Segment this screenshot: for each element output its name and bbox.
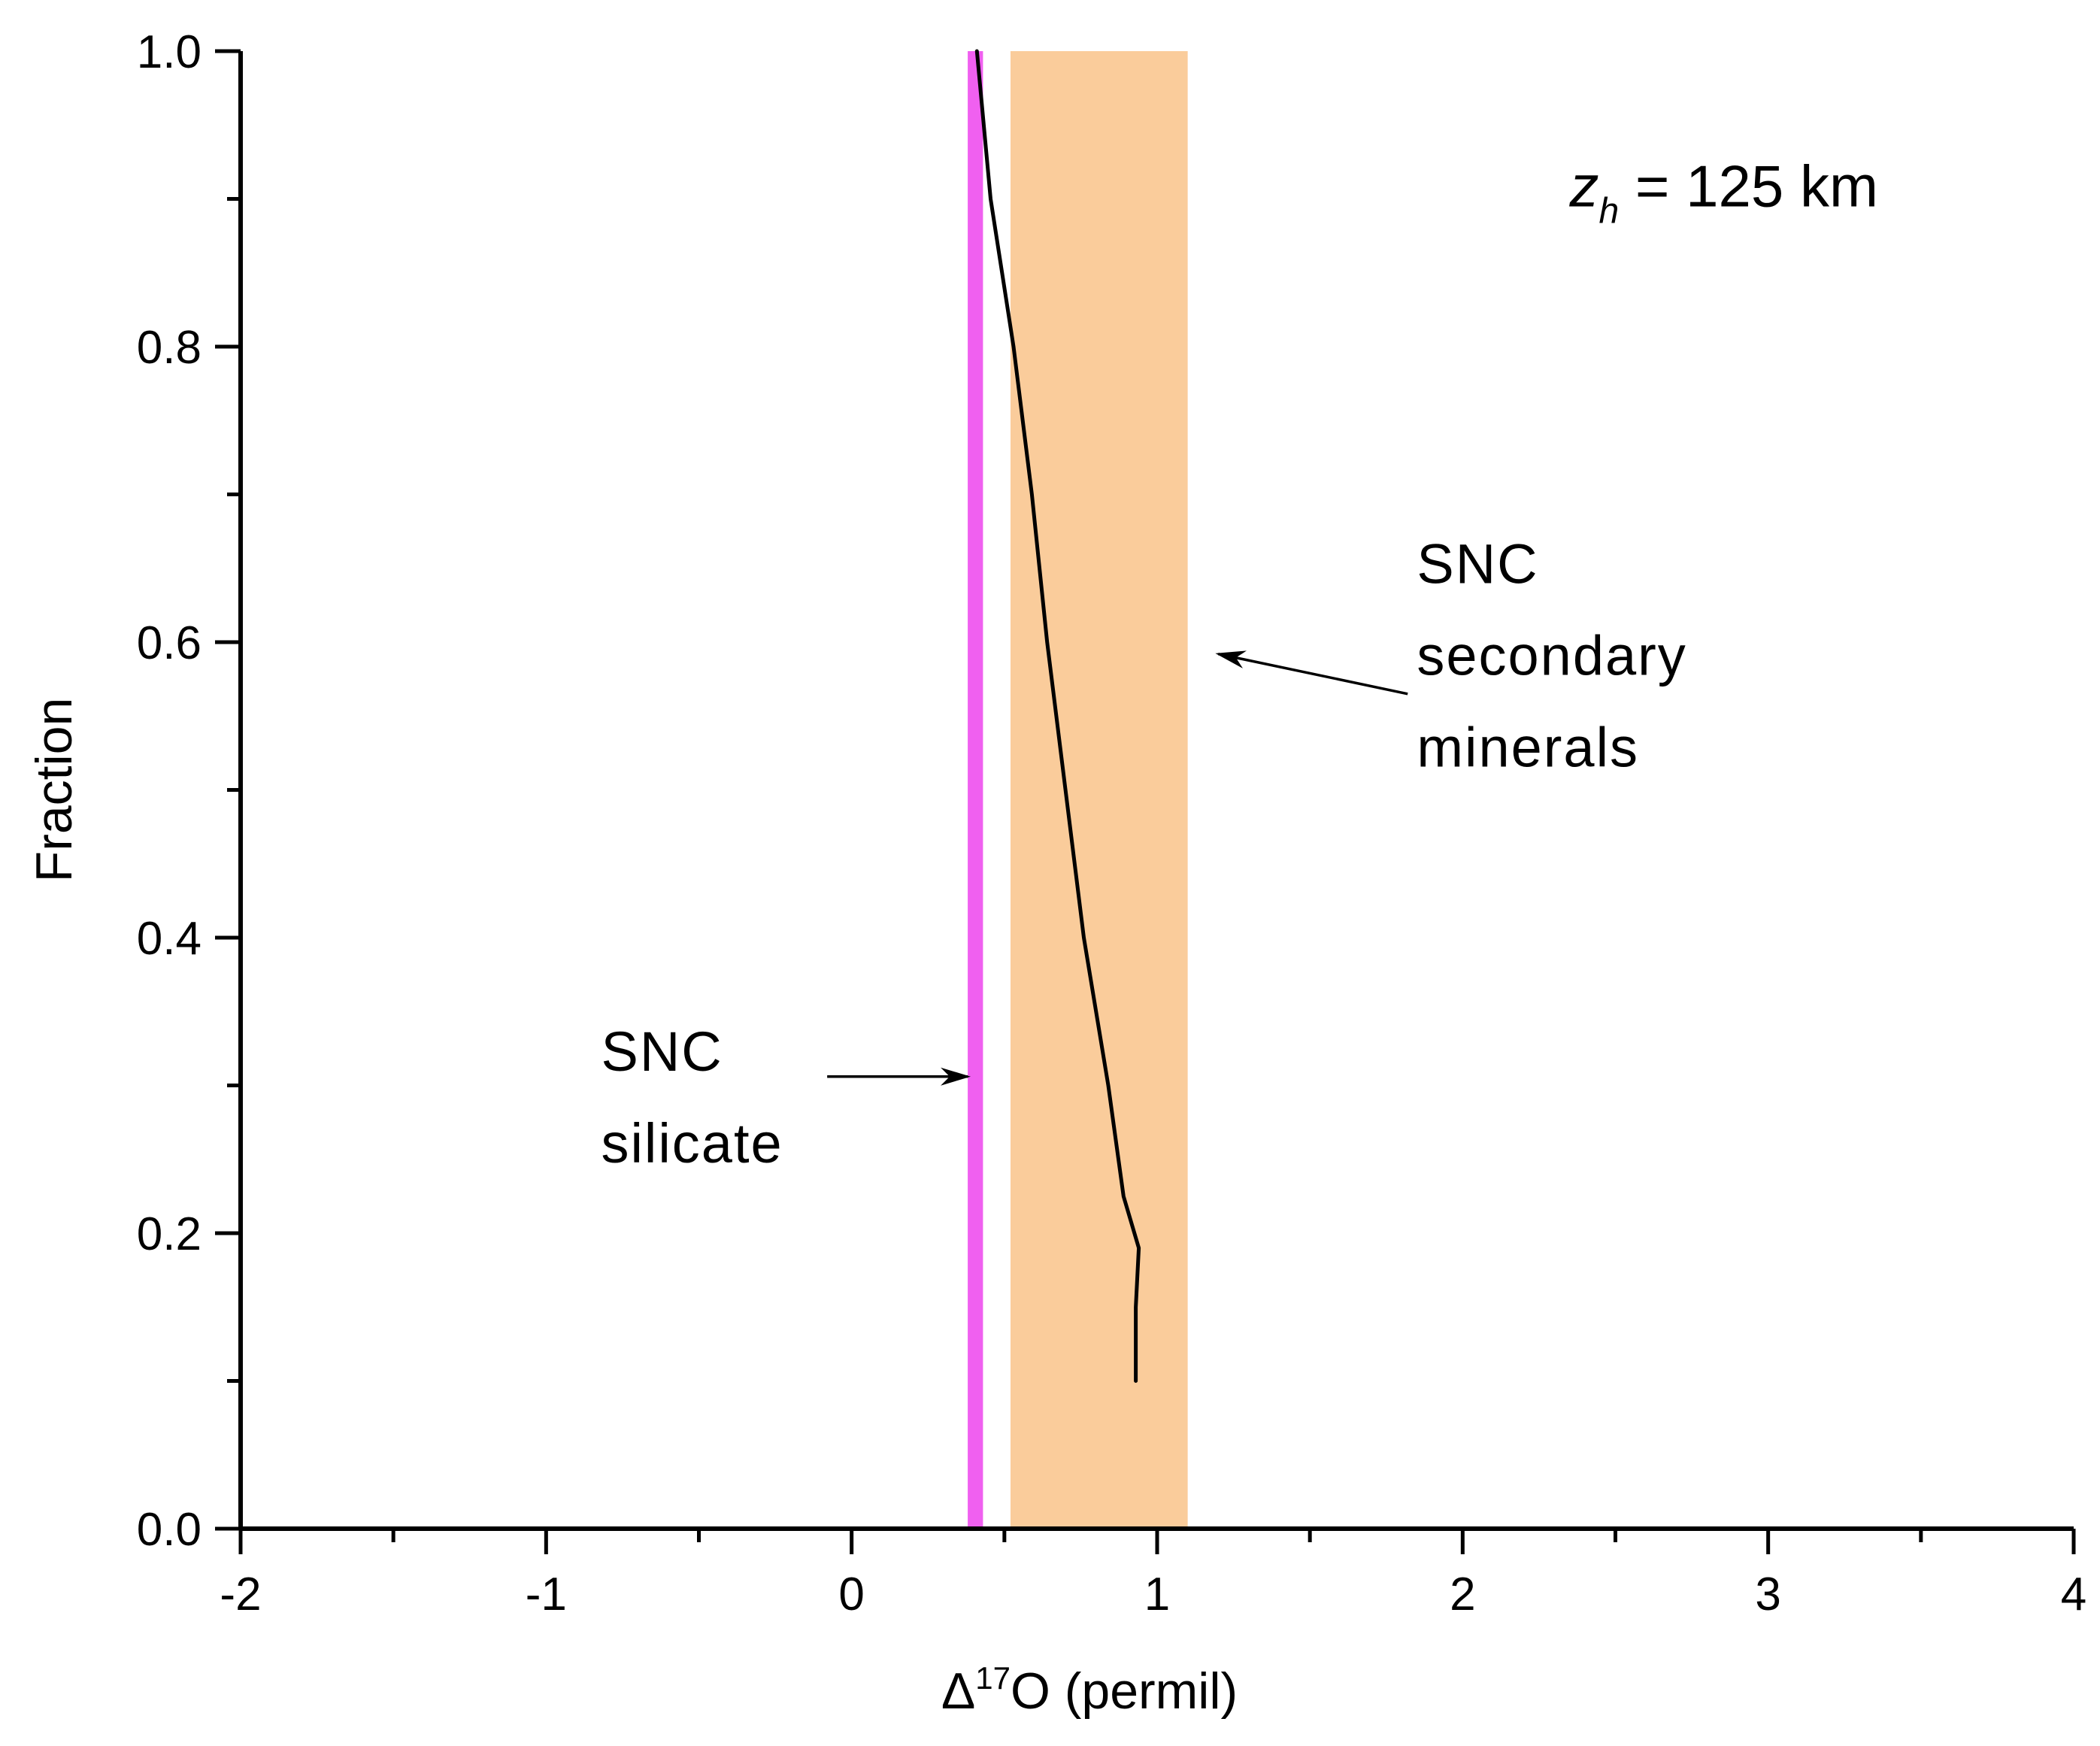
band-snc-silicate — [968, 51, 983, 1529]
band-snc-secondary-minerals — [1010, 51, 1188, 1529]
y-tick-label: 0.2 — [137, 1208, 202, 1260]
y-tick-label: 0.0 — [137, 1504, 202, 1556]
x-axis-title-superscript: 17 — [975, 1660, 1011, 1696]
annotation-snc-silicate: SNC silicate — [601, 1020, 971, 1175]
annotation-line: SNC — [601, 1020, 723, 1083]
parameter-value: = 125 km — [1619, 153, 1878, 219]
y-tick-label: 1.0 — [137, 26, 202, 78]
x-axis-title: Δ17O (permil) — [941, 1660, 1238, 1720]
annotation-line: SNC — [1417, 532, 1538, 595]
parameter-variable: z — [1569, 153, 1599, 219]
parameter-label: zh = 125 km — [1569, 153, 1878, 231]
x-tick-label: 4 — [2061, 1569, 2086, 1620]
x-axis-title-delta: Δ — [941, 1663, 975, 1720]
parameter-subscript: h — [1599, 191, 1620, 231]
annotation-snc-secondary-minerals: SNC secondary minerals — [1215, 532, 1686, 778]
annotation-line: silicate — [601, 1112, 783, 1175]
y-tick-label: 0.6 — [137, 617, 202, 669]
annotation-arrow — [1215, 650, 1408, 696]
series-layer — [974, 49, 1141, 1383]
x-axis-title-text: O (permil) — [1011, 1663, 1238, 1720]
y-axis-title: Fraction — [26, 698, 83, 883]
bands-layer — [968, 51, 1188, 1529]
annotation-line: secondary — [1417, 624, 1686, 687]
x-tick-label: 1 — [1144, 1569, 1170, 1620]
x-tick-label: -2 — [220, 1569, 261, 1620]
y-tick-label: 0.4 — [137, 913, 202, 965]
annotations-layer: SNC silicate SNC secondary minerals zh = 125 … — [601, 153, 1877, 1175]
x-tick-label: 0 — [838, 1569, 864, 1620]
x-tick-label: 2 — [1450, 1569, 1475, 1620]
x-tick-label: 3 — [1755, 1569, 1780, 1620]
y-tick-label: 0.8 — [137, 322, 202, 374]
x-tick-label: -1 — [526, 1569, 567, 1620]
series-line-model — [974, 49, 1141, 1383]
annotation-line: minerals — [1417, 716, 1639, 778]
axes-layer: -2 -1 0 1 2 3 4 0.0 0.2 0.4 0.6 0.8 1.0 Δ17O (permil)… — [26, 26, 2086, 1720]
